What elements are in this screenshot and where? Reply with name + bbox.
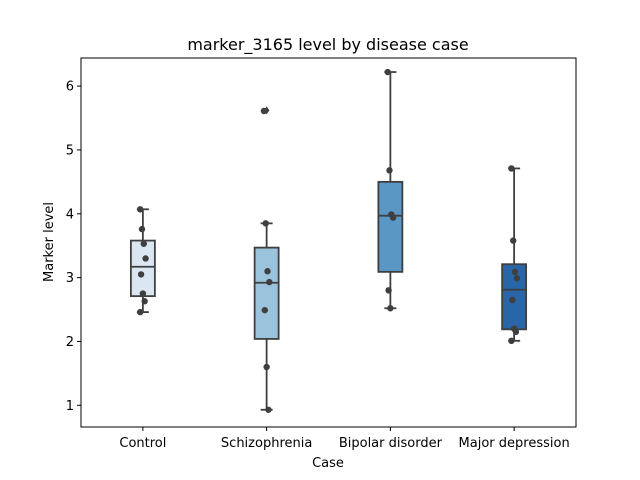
y-tick-label: 2	[66, 335, 74, 350]
y-tick-label: 6	[66, 80, 74, 95]
data-point	[136, 206, 144, 213]
data-point	[386, 167, 393, 174]
data-point	[139, 290, 147, 297]
data-point	[511, 268, 519, 276]
data-point	[260, 107, 268, 115]
box-1	[253, 246, 280, 340]
data-point	[389, 214, 397, 221]
chart-title: marker_3165 level by disease case	[187, 35, 468, 55]
y-tick-label: 3	[66, 271, 74, 286]
plot-area: 1 2 3 4 5 6 Control Schizophrenia Bipolar disord…	[66, 57, 577, 451]
data-point	[508, 337, 515, 345]
x-tick-label: Schizophrenia	[221, 436, 312, 451]
data-point	[387, 305, 394, 312]
plot-frame	[80, 57, 577, 428]
data-point	[385, 287, 392, 294]
data-point	[512, 328, 520, 336]
x-tick-label: Major depression	[459, 436, 570, 451]
data-point	[508, 165, 515, 172]
data-point	[138, 225, 146, 233]
data-point	[510, 237, 517, 244]
data-point	[262, 220, 269, 227]
data-point	[261, 306, 269, 314]
y-tick-label: 1	[66, 399, 74, 414]
x-tick-label: Bipolar disorder	[339, 436, 443, 451]
data-point	[137, 271, 145, 278]
data-point	[265, 406, 272, 413]
x-axis-label: Case	[312, 456, 344, 471]
y-tick-label: 5	[66, 143, 74, 158]
data-point	[141, 298, 148, 305]
data-point	[266, 278, 273, 286]
data-point	[136, 308, 144, 316]
box-2	[377, 180, 404, 273]
box-0	[129, 239, 156, 298]
x-tick-label: Control	[119, 436, 166, 451]
data-point	[263, 363, 270, 371]
data-point	[513, 275, 521, 282]
data-point	[264, 268, 271, 275]
data-point	[140, 240, 147, 247]
y-axis-label: Marker level	[42, 202, 57, 282]
data-point	[384, 68, 391, 76]
data-point	[509, 296, 516, 304]
y-tick-label: 4	[66, 207, 74, 222]
data-point	[142, 255, 149, 262]
